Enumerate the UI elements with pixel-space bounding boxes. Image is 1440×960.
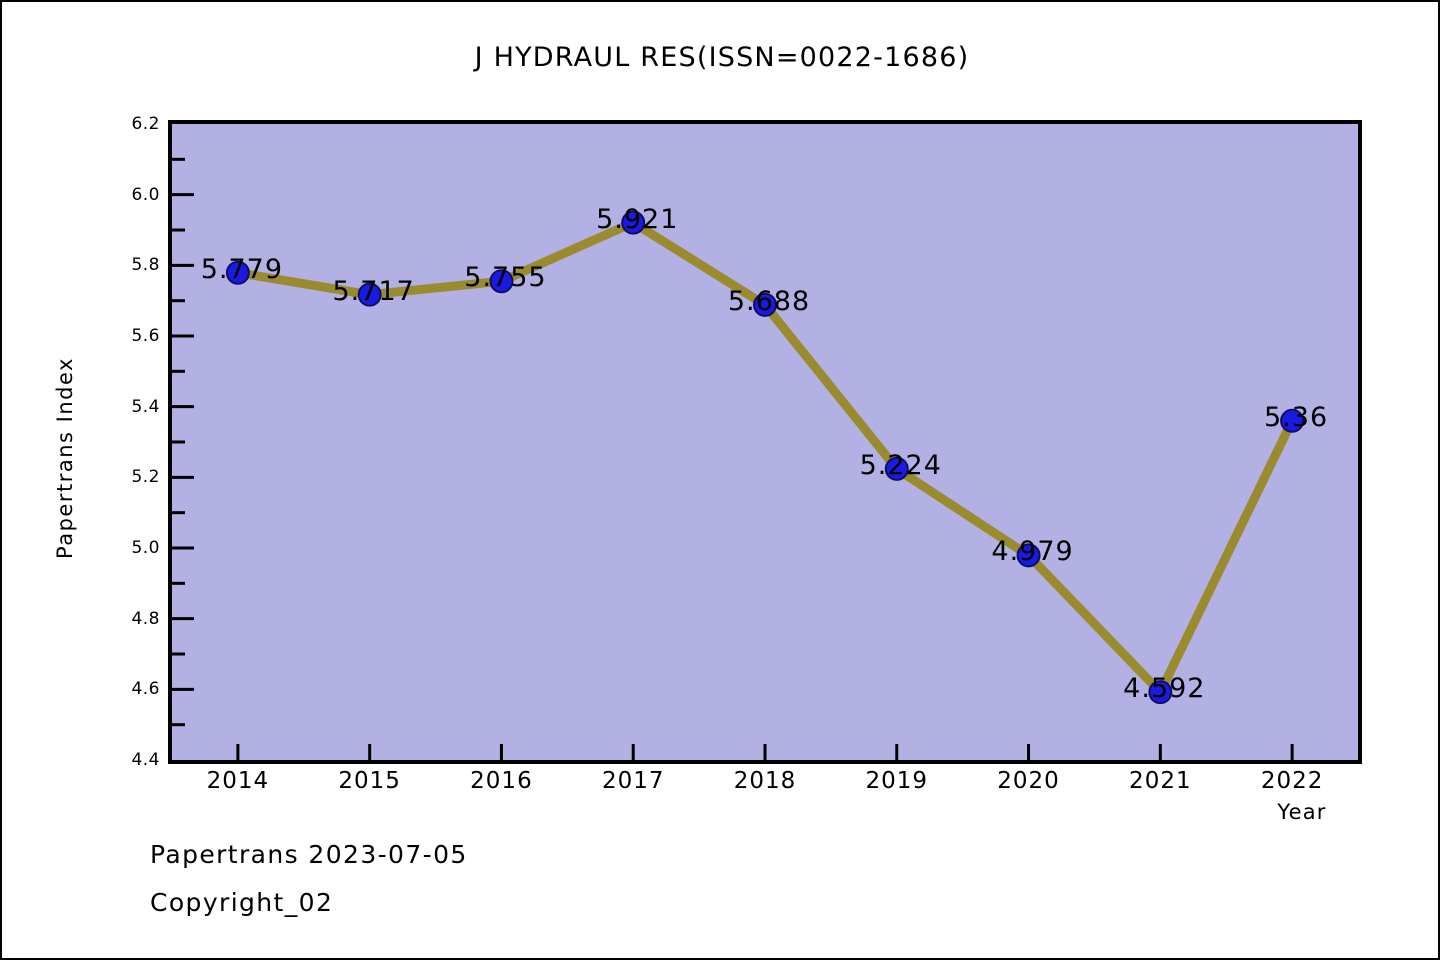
y-axis-tick-label: 6.2 [131, 114, 160, 134]
x-axis-tick-label: 2014 [206, 768, 270, 794]
data-point-marker[interactable] [884, 456, 909, 481]
y-axis-tick-label: 4.8 [131, 608, 160, 629]
x-axis-tick-label: 2016 [470, 768, 533, 794]
y-axis-tick-label: 4.4 [131, 750, 160, 770]
y-axis-tick-label: 5.8 [131, 255, 160, 276]
data-point-marker[interactable] [1148, 680, 1173, 705]
y-axis-title: Papertrans Index [53, 357, 77, 559]
data-point-marker[interactable] [357, 282, 382, 307]
x-axis-tick-label: 2021 [1129, 768, 1192, 794]
data-point-marker[interactable] [621, 210, 646, 235]
y-axis-tick-label: 5.4 [131, 396, 160, 417]
y-axis-tick-label: 5.0 [131, 538, 160, 558]
x-axis-tick-labels: 2014 2015 2016 2017 2018 2019 2020 2021 2022 [168, 768, 1362, 802]
x-axis-tick-label: 2017 [601, 768, 665, 794]
data-point-marker[interactable] [489, 269, 514, 294]
x-axis-title: Year [1277, 800, 1327, 824]
plot-area: 5.779 5.717 5.755 5.921 5.688 5.224 4.979 4.592… [168, 120, 1362, 764]
page-title: J HYDRAUL RES(ISSN=0022-1686) [474, 42, 970, 73]
y-axis-tick-label: 5.2 [131, 467, 160, 488]
footer-date: Papertrans 2023-07-05 [150, 840, 468, 869]
data-point-marker[interactable] [1280, 408, 1305, 433]
footer-copyright: Copyright_02 [150, 888, 334, 917]
plot-svg [172, 157, 1305, 760]
y-axis-tick-label: 5.6 [131, 326, 160, 346]
x-axis-tick-label: 2015 [338, 768, 401, 794]
x-axis-tick-label: 2018 [733, 768, 797, 794]
y-axis-tick-label: 4.6 [131, 679, 160, 700]
y-axis-tick-labels: 6.2 6.0 5.8 5.6 5.4 5.2 5.0 4.8 4.6 4.4 [122, 114, 160, 770]
x-axis-tick-label: 2019 [865, 768, 929, 794]
y-axis-tick-label: 6.0 [131, 184, 160, 205]
data-point-marker[interactable] [753, 292, 777, 317]
x-axis-tick-label: 2022 [1260, 768, 1324, 794]
x-axis-tick-label: 2020 [997, 768, 1060, 794]
data-point-marker[interactable] [1016, 543, 1041, 568]
data-point-marker[interactable] [225, 260, 250, 285]
